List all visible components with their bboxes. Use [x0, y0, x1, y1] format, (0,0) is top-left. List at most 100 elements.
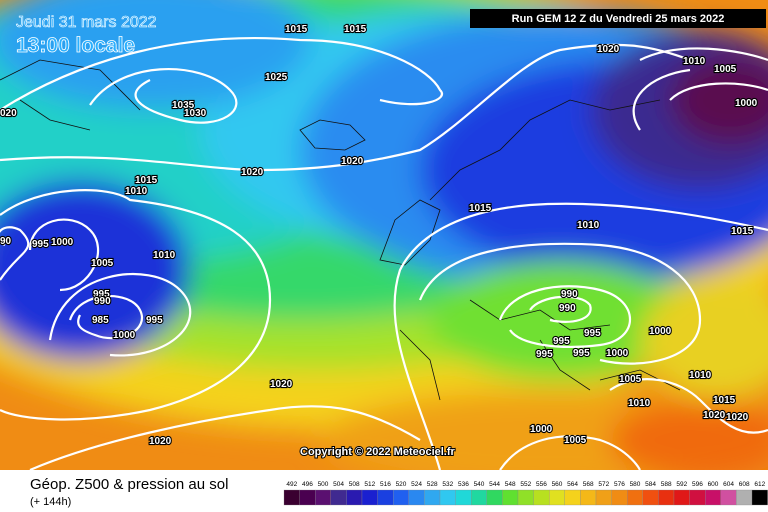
isobar-label: 1015 — [469, 203, 492, 214]
run-info: Run GEM 12 Z du Vendredi 25 mars 2022 — [512, 13, 725, 25]
isobar-label: 1005 — [619, 374, 642, 385]
isobar-label: 1010 — [683, 56, 706, 67]
isobar-label: 1030 — [184, 108, 207, 119]
time: 13:00 locale — [16, 34, 135, 57]
isobar-label: 995 — [573, 348, 590, 359]
isobar-label: 1010 — [689, 370, 712, 381]
isobar-label: 1010 — [628, 398, 651, 409]
scale-swatch — [517, 489, 534, 506]
scale-swatch — [393, 489, 409, 506]
isobar-label: 1010 — [153, 250, 176, 261]
isobar-label: 1020 — [341, 156, 364, 167]
scale-swatch — [689, 489, 706, 506]
scale-label: 500 — [318, 481, 329, 488]
scale-swatch — [283, 489, 300, 506]
scale-swatch — [315, 489, 331, 506]
isobar-label: 1020 — [149, 436, 172, 447]
copyright: Copyright © 2022 Meteociel.fr — [300, 446, 456, 458]
isobar-label: 1005 — [564, 435, 587, 446]
isobar-label: 995 — [146, 315, 163, 326]
scale-swatch — [751, 489, 768, 506]
isobar-label: 1015 — [713, 395, 736, 406]
isobar-label: 1015 — [135, 175, 158, 186]
isobar-label: 990 — [561, 289, 578, 300]
isobar-label: 1005 — [91, 258, 114, 269]
isobar-label: 1020 — [726, 412, 749, 423]
isobar-label: 995 — [536, 349, 553, 360]
isobar-label: 1005 — [714, 64, 737, 75]
scale-swatch — [361, 489, 378, 506]
scale-label: 536 — [458, 481, 469, 488]
isobar-label: 995 — [584, 328, 601, 339]
scale-label: 612 — [754, 481, 765, 488]
scale-swatch — [611, 489, 628, 506]
scale-swatch — [580, 489, 597, 506]
isobar-label: 990 — [559, 303, 576, 314]
field-title: Géop. Z500 & pression au sol — [30, 476, 228, 493]
scale-label: 496 — [302, 481, 313, 488]
scale-swatch — [595, 489, 612, 506]
scale-label: 584 — [645, 481, 656, 488]
isobar-label: 90 — [0, 236, 12, 247]
scale-label: 504 — [333, 481, 344, 488]
scale-label: 572 — [598, 481, 609, 488]
isobar-label: 1020 — [270, 379, 293, 390]
scale-label: 564 — [567, 481, 578, 488]
isobar-label: 1000 — [606, 348, 629, 359]
scale-label: 548 — [505, 481, 516, 488]
scale-label: 512 — [364, 481, 375, 488]
isobar-label: 1020 — [241, 167, 264, 178]
scale-swatch — [377, 489, 394, 506]
isobar-label: 1020 — [597, 44, 620, 55]
isobar-label: 020 — [0, 108, 17, 119]
scale-swatch — [424, 489, 441, 506]
color-scale: 492 496 500 504 508 512 516 520 524 528 532 536 540 5… — [283, 481, 768, 506]
isobar-label: 1000 — [51, 237, 74, 248]
isobar-label: 995 — [93, 289, 110, 300]
scale-label: 552 — [520, 481, 531, 488]
isobar-label: 1000 — [649, 326, 672, 337]
scale-label: 520 — [396, 481, 407, 488]
scale-swatch — [471, 489, 487, 506]
scale-swatch — [705, 489, 721, 506]
scale-label: 560 — [552, 481, 563, 488]
isobar-label: 1015 — [344, 24, 367, 35]
scale-label: 516 — [380, 481, 391, 488]
scale-label: 604 — [723, 481, 734, 488]
scale-label: 600 — [708, 481, 719, 488]
isobar-label: 1010 — [125, 186, 148, 197]
scale-swatch — [564, 489, 581, 506]
scale-label: 492 — [286, 481, 297, 488]
scale-swatch — [720, 489, 737, 506]
scale-swatch — [330, 489, 347, 506]
scale-swatch — [736, 489, 753, 506]
scale-swatch — [627, 489, 643, 506]
scale-label: 580 — [630, 481, 641, 488]
isobar-label: 1035 — [172, 100, 195, 111]
scale-swatch — [455, 489, 472, 506]
scale-swatch — [439, 489, 456, 506]
isobar-label: 1025 — [265, 72, 288, 83]
scale-swatch — [549, 489, 565, 506]
scale-swatch — [346, 489, 363, 506]
scale-label: 588 — [661, 481, 672, 488]
scale-label: 596 — [692, 481, 703, 488]
field — [0, 0, 768, 470]
isobar-label: 985 — [92, 315, 109, 326]
scale-label: 556 — [536, 481, 547, 488]
isobar-label: 1015 — [731, 226, 754, 237]
isobars — [0, 37, 768, 470]
date: Jeudi 31 mars 2022 — [16, 14, 157, 31]
isobar-label: 1000 — [113, 330, 136, 341]
isobar-label: 995 — [32, 239, 49, 250]
scale-label: 568 — [583, 481, 594, 488]
isobar-label: 1020 — [703, 410, 726, 421]
lead-time: (+ 144h) — [30, 496, 71, 508]
scale-swatch — [673, 489, 690, 506]
scale-label: 524 — [411, 481, 422, 488]
isobar-label: 1015 — [285, 24, 308, 35]
scale-swatch — [502, 489, 519, 506]
scale-label: 544 — [489, 481, 500, 488]
